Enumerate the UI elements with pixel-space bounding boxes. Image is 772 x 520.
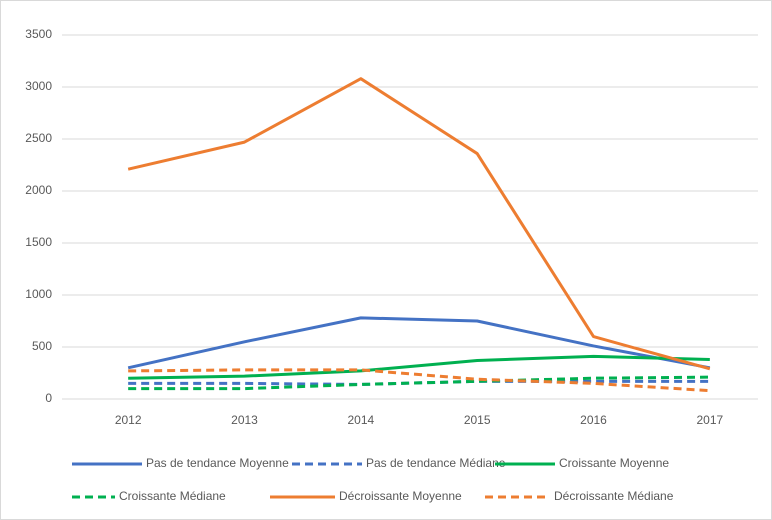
series-line [128, 375, 710, 391]
series-line [128, 368, 710, 393]
x-tick-label: 2012 [115, 413, 142, 427]
y-tick-label: 3500 [25, 27, 52, 41]
legend-label: Pas de tendance Moyenne [146, 456, 289, 470]
series-line [127, 316, 711, 370]
y-tick-label: 1000 [25, 287, 52, 301]
y-tick-label: 2500 [25, 131, 52, 145]
y-tick-label: 2000 [25, 183, 52, 197]
y-tick-label: 3000 [25, 79, 52, 93]
x-tick-label: 2013 [231, 413, 258, 427]
legend-label: Décroissante Moyenne [339, 489, 462, 503]
series-line [128, 354, 710, 380]
legend-label: Décroissante Médiane [554, 489, 674, 503]
y-tick-label: 1500 [25, 235, 52, 249]
y-tick-label: 500 [32, 339, 52, 353]
legend-label: Pas de tendance Médiane [366, 456, 506, 470]
legend-label: Croissante Médiane [119, 489, 226, 503]
x-tick-label: 2016 [580, 413, 607, 427]
x-tick-label: 2014 [347, 413, 374, 427]
y-tick-label: 0 [45, 391, 52, 405]
x-tick-label: 2017 [696, 413, 723, 427]
series-line [127, 77, 711, 371]
x-tick-label: 2015 [464, 413, 491, 427]
legend-label: Croissante Moyenne [559, 456, 669, 470]
